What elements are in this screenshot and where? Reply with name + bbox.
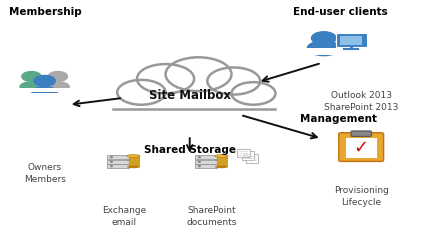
FancyBboxPatch shape <box>127 156 140 167</box>
Circle shape <box>22 72 41 82</box>
Circle shape <box>117 81 165 105</box>
Ellipse shape <box>127 155 140 158</box>
FancyBboxPatch shape <box>346 138 377 159</box>
Circle shape <box>198 166 200 167</box>
FancyBboxPatch shape <box>107 155 129 159</box>
FancyBboxPatch shape <box>215 156 228 167</box>
Circle shape <box>111 157 112 158</box>
FancyBboxPatch shape <box>237 149 250 158</box>
Text: Outlook 2013
SharePoint 2013: Outlook 2013 SharePoint 2013 <box>324 91 398 111</box>
Circle shape <box>198 161 200 162</box>
FancyBboxPatch shape <box>18 88 45 93</box>
Text: Owners
Members: Owners Members <box>24 163 66 183</box>
Circle shape <box>111 166 112 167</box>
Ellipse shape <box>46 82 69 92</box>
Circle shape <box>198 157 200 158</box>
FancyBboxPatch shape <box>194 164 217 168</box>
Text: Provisioning
Lifecycle: Provisioning Lifecycle <box>334 185 389 206</box>
FancyBboxPatch shape <box>336 34 367 48</box>
FancyBboxPatch shape <box>242 152 254 160</box>
Circle shape <box>137 65 194 94</box>
Text: Membership: Membership <box>10 7 82 17</box>
FancyBboxPatch shape <box>30 94 59 99</box>
Circle shape <box>232 83 276 105</box>
Text: Management: Management <box>299 113 377 123</box>
Text: ✓: ✓ <box>354 138 369 156</box>
Ellipse shape <box>307 42 340 56</box>
Circle shape <box>48 72 67 82</box>
FancyBboxPatch shape <box>306 49 341 56</box>
Ellipse shape <box>127 166 140 168</box>
FancyBboxPatch shape <box>194 155 217 159</box>
FancyBboxPatch shape <box>194 160 217 164</box>
Ellipse shape <box>20 82 43 92</box>
Circle shape <box>111 161 112 162</box>
Circle shape <box>207 68 260 95</box>
Circle shape <box>311 33 336 45</box>
FancyBboxPatch shape <box>113 92 267 110</box>
FancyBboxPatch shape <box>351 131 371 137</box>
Ellipse shape <box>32 88 57 98</box>
Ellipse shape <box>215 155 228 158</box>
FancyBboxPatch shape <box>340 37 362 46</box>
FancyBboxPatch shape <box>339 133 384 162</box>
Circle shape <box>165 58 232 92</box>
FancyBboxPatch shape <box>45 88 71 93</box>
Ellipse shape <box>215 166 228 168</box>
Text: Shared Storage: Shared Storage <box>144 145 236 155</box>
FancyBboxPatch shape <box>107 160 129 164</box>
Circle shape <box>34 76 55 87</box>
FancyBboxPatch shape <box>107 164 129 168</box>
Text: Site Mailbox: Site Mailbox <box>149 89 231 102</box>
Text: SharePoint
documents: SharePoint documents <box>187 205 237 226</box>
Text: Exchange
email: Exchange email <box>102 205 146 226</box>
FancyBboxPatch shape <box>246 154 258 163</box>
Text: End-user clients: End-user clients <box>293 7 388 17</box>
